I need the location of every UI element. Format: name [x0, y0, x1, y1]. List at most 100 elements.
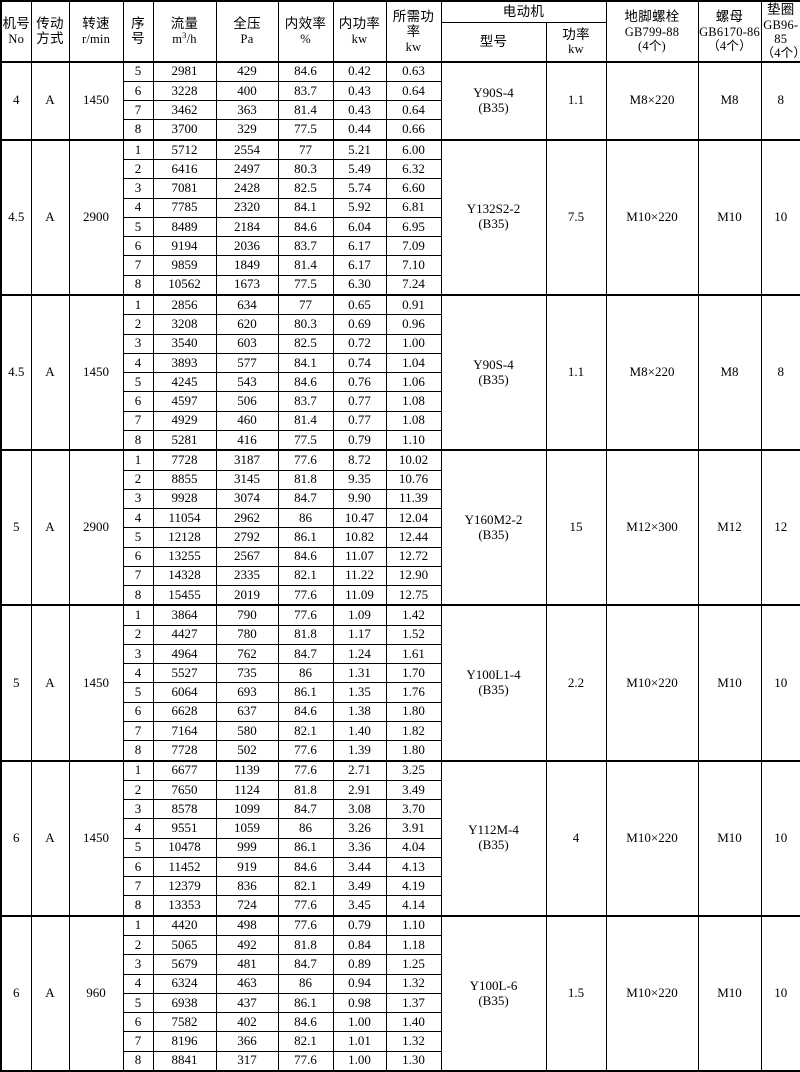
required-power-cell: 6.00 [386, 140, 441, 160]
washer-cell: 12 [761, 450, 800, 605]
seq-cell: 6 [123, 1013, 153, 1032]
seq-cell: 5 [123, 373, 153, 392]
pressure-cell: 3187 [216, 450, 278, 470]
efficiency-cell: 81.4 [278, 411, 333, 430]
inner-power-cell: 1.01 [333, 1032, 386, 1051]
motor-model-cell: Y90S-4(B35) [441, 62, 546, 140]
required-power-cell: 4.13 [386, 857, 441, 876]
header-efficiency-unit: % [279, 32, 333, 46]
efficiency-cell: 77.5 [278, 120, 333, 140]
required-power-cell: 7.24 [386, 275, 441, 295]
flow-cell: 7728 [153, 450, 216, 470]
pressure-cell: 363 [216, 101, 278, 120]
required-power-cell: 1.06 [386, 373, 441, 392]
speed-cell: 960 [69, 916, 123, 1071]
header-row-primary: 机号 No 传动 方式 转速 r/min 序 号 流量 m3/h 全压 Pa [1, 1, 800, 22]
inner-power-cell: 2.91 [333, 780, 386, 799]
required-power-cell: 6.81 [386, 198, 441, 217]
seq-cell: 1 [123, 761, 153, 781]
seq-cell: 6 [123, 81, 153, 100]
required-power-cell: 1.82 [386, 721, 441, 740]
seq-cell: 1 [123, 450, 153, 470]
seq-cell: 6 [123, 392, 153, 411]
speed-cell: 1450 [69, 295, 123, 450]
required-power-cell: 1.52 [386, 625, 441, 644]
pressure-cell: 735 [216, 664, 278, 683]
pressure-cell: 919 [216, 857, 278, 876]
seq-cell: 6 [123, 547, 153, 566]
flow-cell: 3700 [153, 120, 216, 140]
header-machine-no: 机号 No [1, 1, 31, 62]
nut-cell: M8 [698, 295, 761, 450]
seq-cell: 3 [123, 955, 153, 974]
seq-cell: 8 [123, 120, 153, 140]
flow-cell: 5712 [153, 140, 216, 160]
header-pressure-unit: Pa [217, 32, 278, 46]
flow-cell: 7650 [153, 780, 216, 799]
inner-power-cell: 1.35 [333, 683, 386, 702]
flow-cell: 5065 [153, 936, 216, 955]
header-motor-power-cn: 功率 [547, 27, 606, 43]
pressure-cell: 724 [216, 896, 278, 916]
efficiency-cell: 84.1 [278, 353, 333, 372]
inner-power-cell: 3.49 [333, 877, 386, 896]
inner-power-cell: 8.72 [333, 450, 386, 470]
efficiency-cell: 82.1 [278, 1032, 333, 1051]
inner-power-cell: 6.17 [333, 256, 386, 275]
efficiency-cell: 82.5 [278, 334, 333, 353]
anchor-bolt-cell: M10×220 [606, 140, 698, 295]
header-anchor-bolt: 地脚螺栓 GB799-88 (4个) [606, 1, 698, 62]
flow-cell: 4597 [153, 392, 216, 411]
header-inner-power-cn: 内功率 [334, 16, 386, 32]
pressure-cell: 402 [216, 1013, 278, 1032]
header-flow-unit-post: /h [187, 32, 197, 46]
flow-cell: 3228 [153, 81, 216, 100]
efficiency-cell: 77.5 [278, 430, 333, 450]
efficiency-cell: 82.1 [278, 877, 333, 896]
required-power-cell: 1.37 [386, 993, 441, 1012]
required-power-cell: 7.09 [386, 237, 441, 256]
pressure-cell: 416 [216, 430, 278, 450]
flow-cell: 7582 [153, 1013, 216, 1032]
flow-cell: 12379 [153, 877, 216, 896]
efficiency-cell: 77 [278, 140, 333, 160]
required-power-cell: 1.76 [386, 683, 441, 702]
required-power-cell: 0.91 [386, 295, 441, 315]
required-power-cell: 1.10 [386, 916, 441, 936]
header-motor-model-cn: 型号 [442, 34, 546, 50]
seq-cell: 5 [123, 62, 153, 82]
efficiency-cell: 84.7 [278, 644, 333, 663]
pressure-cell: 543 [216, 373, 278, 392]
required-power-cell: 0.64 [386, 101, 441, 120]
efficiency-cell: 84.6 [278, 373, 333, 392]
drive-type-cell: A [31, 916, 69, 1071]
flow-cell: 14328 [153, 566, 216, 585]
efficiency-cell: 86.1 [278, 993, 333, 1012]
pressure-cell: 2184 [216, 217, 278, 236]
flow-cell: 4427 [153, 625, 216, 644]
flow-cell: 10562 [153, 275, 216, 295]
inner-power-cell: 0.84 [333, 936, 386, 955]
efficiency-cell: 81.4 [278, 256, 333, 275]
seq-cell: 5 [123, 993, 153, 1012]
header-motor-power: 功率 kw [546, 22, 606, 61]
required-power-cell: 1.25 [386, 955, 441, 974]
nut-cell: M8 [698, 62, 761, 140]
inner-power-cell: 10.47 [333, 509, 386, 528]
header-required-power-unit: kw [387, 40, 441, 54]
required-power-cell: 1.08 [386, 392, 441, 411]
anchor-bolt-cell: M10×220 [606, 916, 698, 1071]
efficiency-cell: 84.6 [278, 857, 333, 876]
pressure-cell: 2554 [216, 140, 278, 160]
seq-cell: 7 [123, 721, 153, 740]
flow-cell: 15455 [153, 586, 216, 606]
header-motor-power-unit: kw [547, 42, 606, 56]
efficiency-cell: 83.7 [278, 81, 333, 100]
pressure-cell: 603 [216, 334, 278, 353]
required-power-cell: 1.00 [386, 334, 441, 353]
efficiency-cell: 77.6 [278, 741, 333, 761]
washer-cell: 8 [761, 62, 800, 140]
flow-cell: 4929 [153, 411, 216, 430]
pressure-cell: 836 [216, 877, 278, 896]
motor-model-cell: Y132S2-2(B35) [441, 140, 546, 295]
